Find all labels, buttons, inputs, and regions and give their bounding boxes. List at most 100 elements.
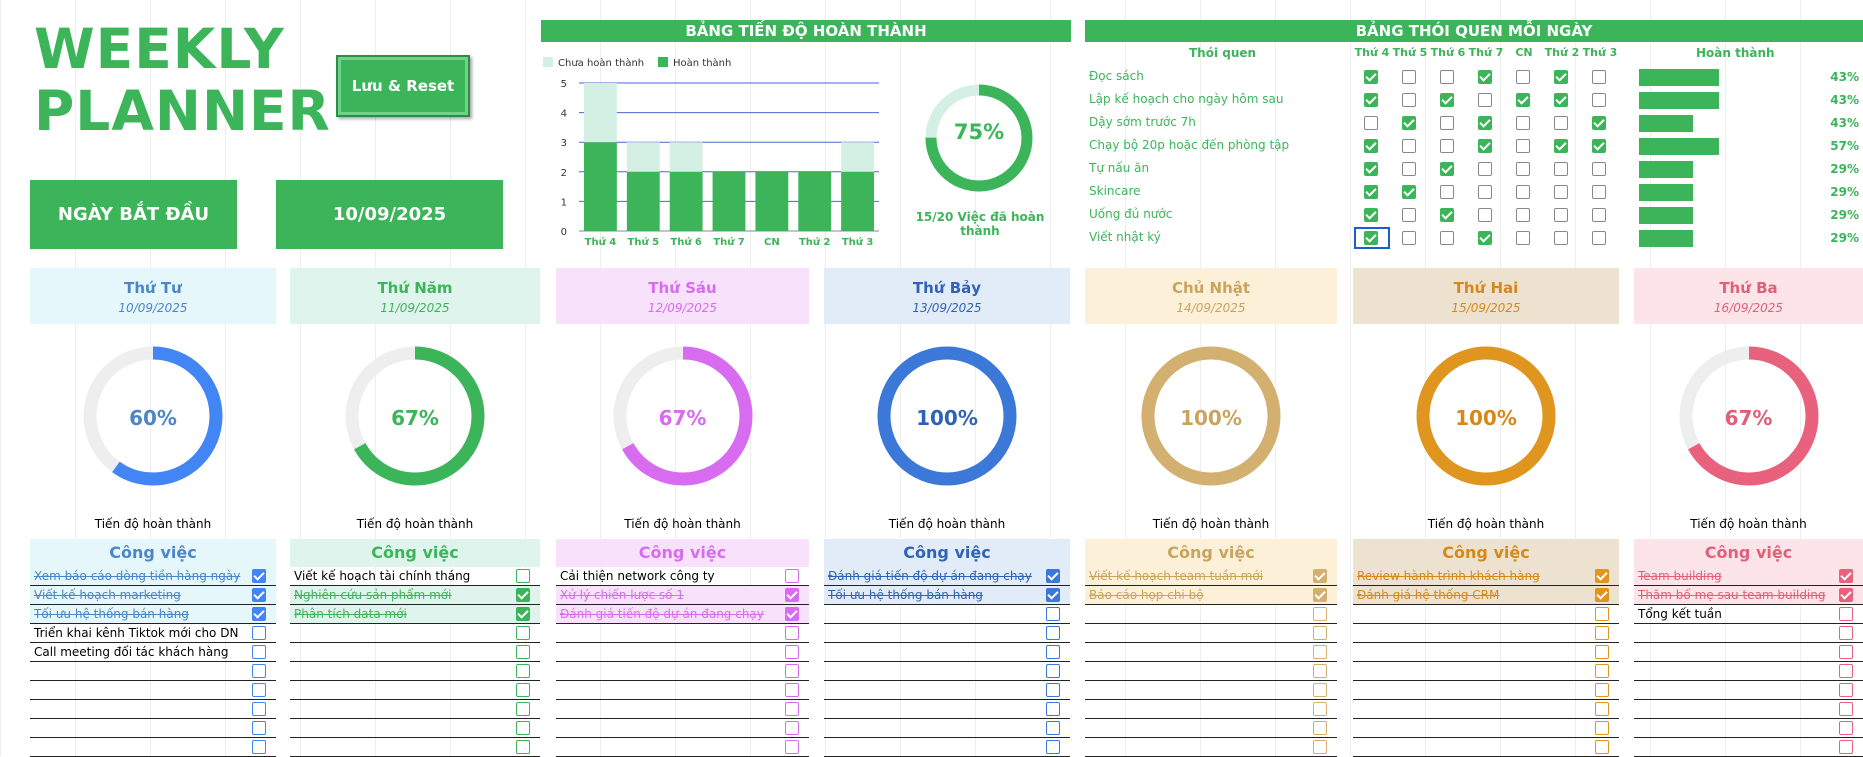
habit-checkbox[interactable] — [1402, 231, 1416, 245]
task-row[interactable] — [824, 624, 1070, 643]
task-checkbox[interactable] — [516, 626, 530, 640]
task-row[interactable]: Xử lý chiến lược số 1 — [556, 586, 809, 605]
task-checkbox[interactable] — [1313, 645, 1327, 659]
task-row[interactable]: Đánh giá tiến độ dự án đang chạy — [824, 567, 1070, 586]
habit-checkbox[interactable] — [1592, 93, 1606, 107]
task-row[interactable] — [1634, 738, 1863, 757]
task-checkbox[interactable] — [785, 740, 799, 754]
task-checkbox[interactable] — [1313, 569, 1327, 583]
task-checkbox[interactable] — [252, 721, 266, 735]
task-row[interactable] — [1634, 643, 1863, 662]
habit-checkbox[interactable] — [1592, 208, 1606, 222]
task-checkbox[interactable] — [516, 664, 530, 678]
task-row[interactable]: Tổng kết tuần — [1634, 605, 1863, 624]
task-checkbox[interactable] — [252, 626, 266, 640]
habit-checkbox[interactable] — [1440, 208, 1454, 222]
task-row[interactable]: Phân tích data mới — [290, 605, 540, 624]
habit-checkbox[interactable] — [1516, 208, 1530, 222]
task-checkbox[interactable] — [1839, 721, 1853, 735]
task-row[interactable] — [556, 662, 809, 681]
task-row[interactable] — [290, 662, 540, 681]
task-checkbox[interactable] — [1839, 588, 1853, 602]
task-row[interactable] — [1634, 719, 1863, 738]
task-row[interactable]: Viết kế hoạch marketing — [30, 586, 276, 605]
habit-checkbox[interactable] — [1402, 70, 1416, 84]
task-checkbox[interactable] — [516, 702, 530, 716]
task-checkbox[interactable] — [1595, 740, 1609, 754]
task-row[interactable] — [290, 738, 540, 757]
task-checkbox[interactable] — [1046, 607, 1060, 621]
task-checkbox[interactable] — [1313, 607, 1327, 621]
habit-checkbox[interactable] — [1440, 139, 1454, 153]
task-row[interactable] — [1353, 662, 1619, 681]
task-row[interactable] — [30, 681, 276, 700]
task-row[interactable] — [556, 681, 809, 700]
habit-checkbox[interactable] — [1592, 70, 1606, 84]
task-row[interactable] — [1353, 700, 1619, 719]
habit-checkbox[interactable] — [1402, 116, 1416, 130]
habit-checkbox[interactable] — [1364, 185, 1378, 199]
task-row[interactable] — [1085, 605, 1337, 624]
task-row[interactable] — [1353, 605, 1619, 624]
habit-checkbox[interactable] — [1440, 231, 1454, 245]
task-row[interactable] — [290, 700, 540, 719]
habit-checkbox[interactable] — [1554, 70, 1568, 84]
task-row[interactable] — [1085, 624, 1337, 643]
task-checkbox[interactable] — [1839, 607, 1853, 621]
task-row[interactable]: Thăm bố mẹ sau team building — [1634, 586, 1863, 605]
task-checkbox[interactable] — [1046, 588, 1060, 602]
task-checkbox[interactable] — [1046, 569, 1060, 583]
habit-checkbox[interactable] — [1592, 116, 1606, 130]
task-checkbox[interactable] — [1839, 702, 1853, 716]
selected-cell[interactable] — [1354, 227, 1390, 249]
task-checkbox[interactable] — [785, 569, 799, 583]
habit-checkbox[interactable] — [1364, 162, 1378, 176]
habit-checkbox[interactable] — [1440, 70, 1454, 84]
habit-checkbox[interactable] — [1592, 185, 1606, 199]
task-row[interactable] — [824, 643, 1070, 662]
habit-checkbox[interactable] — [1402, 185, 1416, 199]
task-checkbox[interactable] — [516, 569, 530, 583]
habit-checkbox[interactable] — [1364, 139, 1378, 153]
task-row[interactable] — [556, 719, 809, 738]
task-checkbox[interactable] — [785, 664, 799, 678]
habit-checkbox[interactable] — [1516, 139, 1530, 153]
habit-checkbox[interactable] — [1364, 93, 1378, 107]
task-checkbox[interactable] — [785, 683, 799, 697]
task-checkbox[interactable] — [1839, 569, 1853, 583]
task-checkbox[interactable] — [516, 721, 530, 735]
task-checkbox[interactable] — [1046, 626, 1060, 640]
task-checkbox[interactable] — [785, 626, 799, 640]
habit-checkbox[interactable] — [1516, 185, 1530, 199]
task-row[interactable] — [556, 643, 809, 662]
task-row[interactable]: Review hành trình khách hàng — [1353, 567, 1619, 586]
task-checkbox[interactable] — [516, 607, 530, 621]
habit-checkbox[interactable] — [1440, 162, 1454, 176]
task-row[interactable]: Đánh giá tiến độ dự án đang chạy — [556, 605, 809, 624]
habit-checkbox[interactable] — [1478, 208, 1492, 222]
habit-checkbox[interactable] — [1592, 231, 1606, 245]
task-checkbox[interactable] — [1313, 683, 1327, 697]
habit-checkbox[interactable] — [1364, 70, 1378, 84]
task-row[interactable] — [1353, 643, 1619, 662]
task-row[interactable] — [824, 662, 1070, 681]
task-row[interactable]: Tối ưu hệ thống bán hàng — [824, 586, 1070, 605]
task-checkbox[interactable] — [1313, 664, 1327, 678]
habit-checkbox[interactable] — [1440, 185, 1454, 199]
task-checkbox[interactable] — [1595, 569, 1609, 583]
task-checkbox[interactable] — [1595, 588, 1609, 602]
habit-checkbox[interactable] — [1554, 139, 1568, 153]
habit-checkbox[interactable] — [1478, 70, 1492, 84]
habit-checkbox[interactable] — [1554, 185, 1568, 199]
task-row[interactable] — [1353, 738, 1619, 757]
task-row[interactable]: Nghiên cứu sản phẩm mới — [290, 586, 540, 605]
task-checkbox[interactable] — [1046, 702, 1060, 716]
task-checkbox[interactable] — [1839, 645, 1853, 659]
task-row[interactable] — [1085, 643, 1337, 662]
task-checkbox[interactable] — [252, 683, 266, 697]
task-row[interactable] — [824, 681, 1070, 700]
habit-checkbox[interactable] — [1592, 162, 1606, 176]
task-row[interactable] — [556, 700, 809, 719]
task-checkbox[interactable] — [1313, 702, 1327, 716]
task-row[interactable] — [824, 738, 1070, 757]
